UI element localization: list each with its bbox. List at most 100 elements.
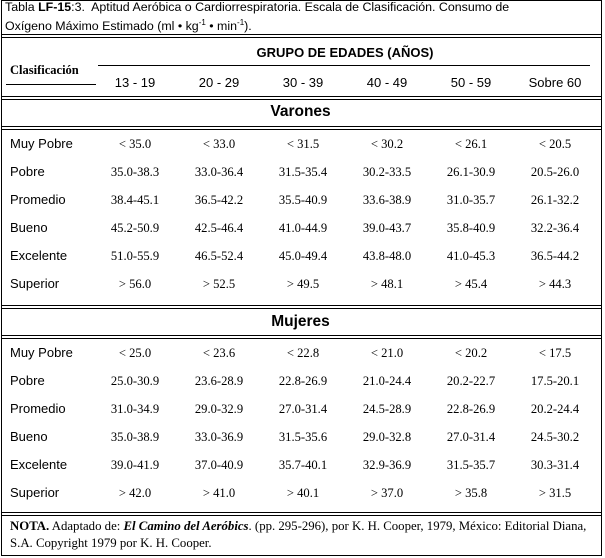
table-cell: 35.0-38.9 (110, 430, 160, 444)
table-cell: < 26.1 (454, 137, 488, 151)
table-cell: 31.5-35.7 (446, 458, 496, 472)
table-cell: 24.5-30.2 (530, 430, 580, 444)
age-col-4: 50 - 59 (450, 75, 492, 90)
age-col-0: 13 - 19 (114, 75, 156, 90)
table-cell: > 52.5 (202, 277, 236, 291)
table-cell: > 42.0 (118, 486, 152, 500)
section-title-mujeres: Mujeres (271, 313, 330, 330)
table-cell: 31.0-34.9 (110, 402, 160, 416)
table-cell: 36.5-42.2 (194, 193, 244, 207)
table-cell: < 31.5 (286, 137, 320, 151)
table-cell: < 22.8 (286, 346, 320, 360)
row-label: Pobre (10, 164, 45, 179)
table-cell: 45.0-49.4 (278, 249, 328, 263)
table-cell: > 56.0 (118, 277, 152, 291)
table-cell: < 25.0 (118, 346, 152, 360)
table-cell: 37.0-40.9 (194, 458, 244, 472)
title-prefix: Tabla (5, 0, 39, 14)
table-cell: 32.2-36.4 (530, 221, 580, 235)
table-cell: < 21.0 (370, 346, 404, 360)
table-cell: < 20.5 (538, 137, 572, 151)
table-cell: > 35.8 (454, 486, 488, 500)
table-cell: 31.5-35.6 (278, 430, 328, 444)
note-divider (2, 512, 601, 516)
table-cell: 22.8-26.9 (446, 402, 496, 416)
table-cell: 25.0-30.9 (110, 374, 160, 388)
table-cell: 33.0-36.9 (194, 430, 244, 444)
table-cell: 41.0-44.9 (278, 221, 328, 235)
table-cell: > 41.0 (202, 486, 236, 500)
row-label: Promedio (10, 401, 66, 416)
table-cell: 38.4-45.1 (110, 193, 160, 207)
table-cell: 29.0-32.8 (362, 430, 412, 444)
table-cell: 20.5-26.0 (530, 165, 580, 179)
age-col-2: 30 - 39 (282, 75, 324, 90)
note-text-a: Adaptado de: (49, 519, 124, 533)
row-label: Excelente (10, 457, 68, 472)
age-group-header: GRUPO DE EDADES (AÑOS) (256, 45, 434, 60)
table-cell: > 44.3 (538, 277, 572, 291)
row-label: Pobre (10, 373, 45, 388)
table-cell: > 40.1 (286, 486, 320, 500)
clasificacion-header: Clasificación (10, 63, 79, 77)
row-label: Superior (10, 485, 60, 500)
age-col-5: Sobre 60 (528, 75, 582, 90)
section-title-varones: Varones (270, 103, 331, 120)
row-label: Superior (10, 276, 60, 291)
table-cell: < 35.0 (118, 137, 152, 151)
table-cell: 36.5-44.2 (530, 249, 580, 263)
age-col-3: 40 - 49 (366, 75, 408, 90)
table-cell: 22.8-26.9 (278, 374, 328, 388)
table-cell: < 33.0 (202, 137, 236, 151)
table-cell: 26.1-32.2 (530, 193, 580, 207)
note-text-b: . (pp. 295-296), por K. H. Cooper, 1979,… (10, 519, 587, 550)
table-cell: 35.7-40.1 (278, 458, 328, 472)
row-label: Bueno (10, 429, 48, 444)
row-label: Muy Pobre (10, 345, 73, 360)
table-cell: 45.2-50.9 (110, 221, 160, 235)
table-note: NOTA. Adaptado de: El Camino del Aeróbic… (10, 518, 590, 552)
table-cell: 31.5-35.4 (278, 165, 328, 179)
table-cell: > 49.5 (286, 277, 320, 291)
title-line2-a: Oxígeno Máximo Estimado (ml • kg (5, 19, 199, 34)
table-cell: 21.0-24.4 (362, 374, 412, 388)
table-cell: 30.3-31.4 (530, 458, 580, 472)
table-cell: < 23.6 (202, 346, 236, 360)
table-cell: 35.0-38.3 (110, 165, 160, 179)
table-cell: 35.5-40.9 (278, 193, 328, 207)
title-sup2: -1 (237, 18, 245, 27)
table-cell: 51.0-55.9 (110, 249, 160, 263)
row-label: Promedio (10, 192, 66, 207)
age-col-1: 20 - 29 (198, 75, 240, 90)
table-cell: 24.5-28.9 (362, 402, 412, 416)
table-cell: 35.8-40.9 (446, 221, 496, 235)
varones-divider (2, 126, 601, 130)
table-cell: 32.9-36.9 (362, 458, 412, 472)
table-cell: 39.0-43.7 (362, 221, 412, 235)
table-cell: 39.0-41.9 (110, 458, 160, 472)
header-divider (2, 96, 601, 100)
note-label: NOTA. (10, 519, 50, 533)
table-cell: 20.2-22.7 (446, 374, 496, 388)
mujeres-divider (2, 335, 601, 339)
row-label: Excelente (10, 248, 68, 263)
title-suffix: :3. (71, 0, 85, 14)
table-cell: 27.0-31.4 (446, 430, 496, 444)
table-cell: 20.2-24.4 (530, 402, 580, 416)
table-cell: 17.5-20.1 (530, 374, 580, 388)
title-line1: Aptitud Aeróbica o Cardiorrespiratoria. … (84, 0, 510, 14)
title-divider (2, 34, 601, 38)
table-cell: > 37.0 (370, 486, 404, 500)
table-cell: 31.0-35.7 (446, 193, 496, 207)
table-cell: 41.0-45.3 (446, 249, 496, 263)
table-cell: < 20.2 (454, 346, 488, 360)
title-sup1: -1 (198, 18, 206, 27)
table-title: Tabla LF-15:3. Aptitud Aeróbica o Cardio… (5, 0, 595, 34)
table-cell: 29.0-32.9 (194, 402, 244, 416)
table-cell: < 17.5 (538, 346, 572, 360)
table-cell: 33.0-36.4 (194, 165, 244, 179)
clasificacion-underline (6, 84, 96, 85)
table-cell: 26.1-30.9 (446, 165, 496, 179)
table-cell: < 30.2 (370, 137, 404, 151)
